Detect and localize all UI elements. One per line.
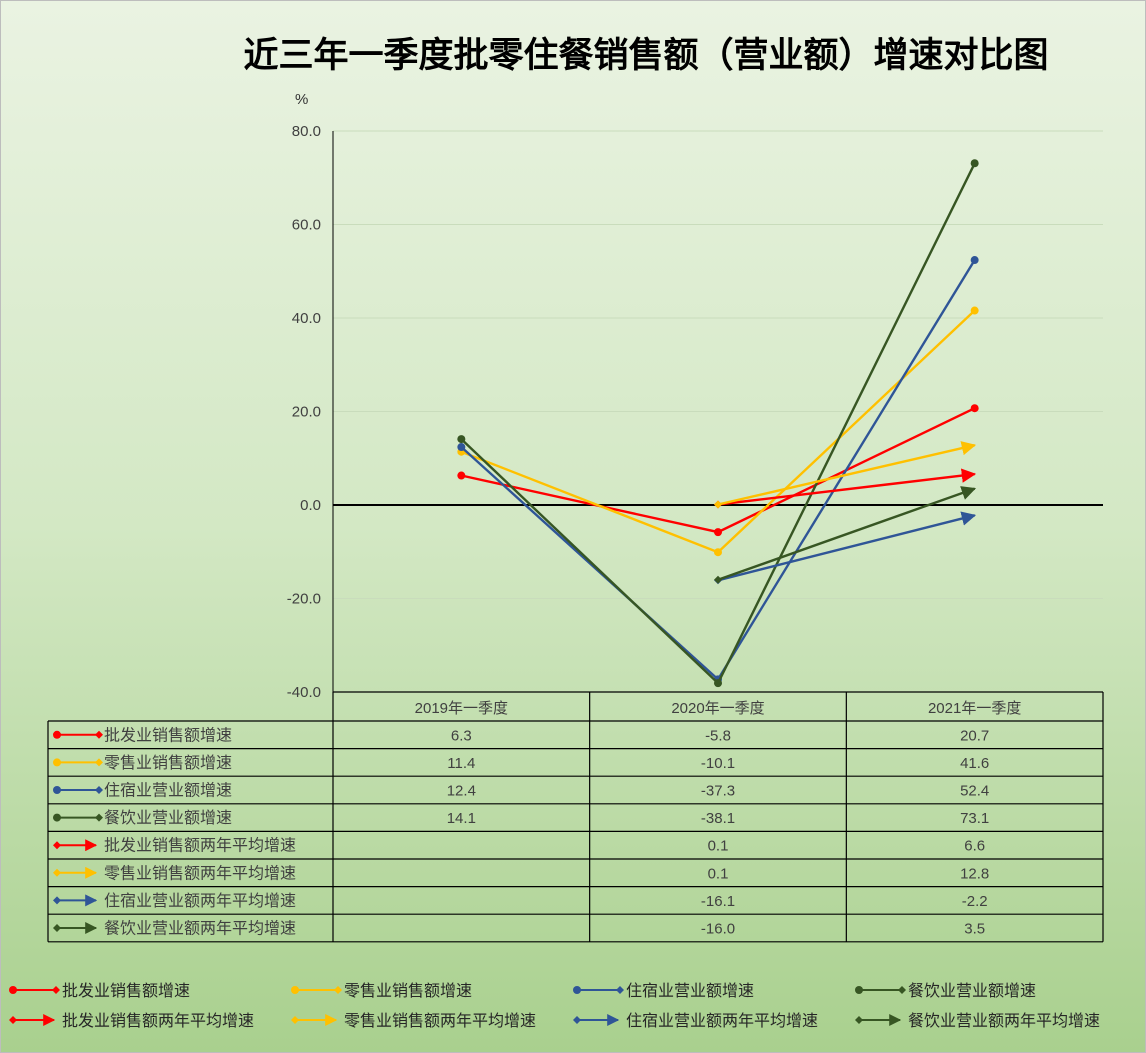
data-point (457, 443, 466, 452)
y-tick-label: 20.0 (292, 404, 321, 421)
legend-key-marker (53, 730, 61, 739)
data-label: -5.8 (705, 727, 731, 744)
data-point (714, 500, 722, 509)
y-tick-label: 0.0 (300, 497, 321, 514)
legend-key-marker (95, 730, 103, 739)
x-category-label: 2021年一季度 (928, 700, 1021, 717)
legend-key-marker (53, 924, 61, 932)
data-point (457, 471, 466, 480)
y-tick-label: -20.0 (287, 591, 321, 608)
chart-title: 近三年一季度批零住餐销售额（营业额）增速对比图 (243, 35, 1049, 76)
legend-key-marker (95, 758, 103, 767)
series-line-3 (460, 162, 976, 686)
series-line-2 (460, 259, 976, 682)
series-line-6 (717, 511, 977, 582)
data-label: 3.5 (964, 921, 985, 938)
data-label: -38.1 (701, 810, 735, 827)
data-point (970, 256, 979, 265)
legend-key-marker (95, 786, 103, 794)
data-label: 11.4 (447, 755, 475, 772)
y-tick-label: -40.0 (287, 684, 321, 701)
data-label: 52.4 (960, 783, 989, 800)
data-label: 6.3 (451, 727, 472, 744)
data-label: 0.1 (708, 838, 729, 855)
data-label: 0.1 (708, 865, 729, 882)
data-point (457, 435, 466, 444)
data-point (714, 528, 722, 537)
legend-key-marker (53, 758, 61, 767)
data-label: 20.7 (960, 727, 989, 744)
table-row-label: 零售业销售额两年平均增速 (104, 864, 296, 882)
data-point (714, 548, 722, 557)
series-line-5 (717, 441, 977, 506)
table-row-label: 餐饮业营业额两年平均增速 (104, 920, 296, 938)
data-point (970, 159, 979, 168)
data-label: 14.1 (447, 810, 476, 827)
data-label: -16.1 (701, 893, 735, 910)
legend-key-marker (53, 868, 61, 877)
data-point (970, 404, 979, 413)
data-point (970, 306, 979, 315)
data-label: 73.1 (960, 810, 989, 827)
y-axis-unit: % (295, 91, 309, 108)
series-line-7 (717, 486, 977, 581)
legend-key-marker (53, 786, 61, 794)
legend-key-marker (95, 813, 103, 822)
table-row-label: 批发业销售额两年平均增速 (104, 837, 296, 855)
y-tick-label: 60.0 (292, 217, 321, 234)
legend-key-marker (53, 896, 61, 905)
legend-key-marker (53, 813, 61, 822)
y-tick-label: 80.0 (292, 123, 321, 140)
data-point (714, 679, 722, 688)
data-label: 12.4 (447, 783, 476, 800)
data-label: -16.0 (701, 921, 735, 938)
table-row-label: 住宿业营业额两年平均增速 (104, 892, 296, 910)
y-tick-label: 40.0 (292, 310, 321, 327)
table-row-label: 零售业销售额增速 (104, 754, 232, 772)
data-label: -10.1 (701, 755, 735, 772)
series-line-4 (717, 468, 977, 506)
table-row-label: 餐饮业营业额增速 (104, 809, 232, 827)
table-row-label: 批发业销售额增速 (104, 726, 232, 744)
table-row-label: 住宿业营业额增速 (104, 782, 232, 800)
data-label: 12.8 (960, 865, 989, 882)
data-label: -2.2 (962, 893, 988, 910)
x-category-label: 2019年一季度 (415, 700, 508, 717)
data-label: 41.6 (960, 755, 989, 772)
data-label: 6.6 (964, 838, 985, 855)
x-category-label: 2020年一季度 (671, 700, 764, 717)
data-point (714, 575, 722, 584)
legend-key-marker (53, 841, 61, 850)
data-label: -37.3 (701, 783, 735, 800)
